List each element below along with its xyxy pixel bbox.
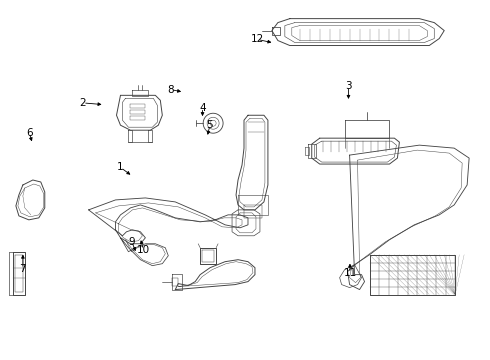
Text: 3: 3 <box>345 81 352 91</box>
Text: 2: 2 <box>80 98 86 108</box>
Text: 5: 5 <box>207 121 213 130</box>
Text: 4: 4 <box>199 103 206 113</box>
Text: 8: 8 <box>168 85 174 95</box>
Text: 7: 7 <box>20 264 26 274</box>
Text: 10: 10 <box>137 245 150 255</box>
Text: 11: 11 <box>343 268 357 278</box>
Text: 6: 6 <box>26 128 32 138</box>
Text: 1: 1 <box>117 162 124 172</box>
Text: 9: 9 <box>128 237 135 247</box>
Text: 12: 12 <box>250 35 264 44</box>
